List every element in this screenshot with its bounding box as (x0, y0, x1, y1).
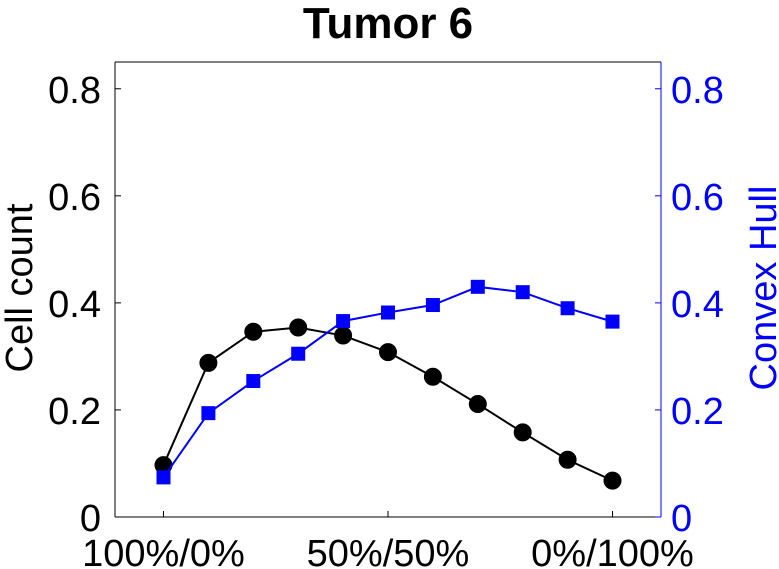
convex-hull-point (425, 298, 440, 313)
chart-title: Tumor 6 (303, 0, 473, 48)
left-y-tick-label: 0.6 (48, 177, 101, 219)
convex-hull-point (291, 346, 306, 361)
right-y-tick-label: 0 (671, 498, 692, 540)
x-tick-label: 0%/100% (531, 533, 694, 569)
x-tick-label: 100%/0% (82, 533, 245, 569)
convex-hull-point (605, 314, 620, 329)
left-y-tick-label: 0.8 (48, 70, 101, 112)
right-y-tick-label: 0.8 (671, 70, 724, 112)
right-y-tick-label: 0.2 (671, 391, 724, 433)
left-y-axis-label: Cell count (0, 203, 41, 372)
convex-hull-point (336, 314, 351, 329)
cell-count-point (244, 322, 263, 341)
right-y-tick-label: 0.6 (671, 177, 724, 219)
cell-count-point (289, 318, 308, 337)
x-tick-label: 50%/50% (307, 533, 470, 569)
right-y-axis-label: Convex Hull (743, 186, 779, 391)
cell-count-point (199, 353, 218, 372)
convex-hull-point (156, 470, 171, 485)
right-y-axis: 0 0.2 0.4 0.6 0.8 (655, 70, 724, 540)
left-y-axis: 0 0.2 0.4 0.6 0.8 (48, 70, 121, 540)
x-axis: 100%/0% 50%/50% 0%/100% (82, 511, 694, 569)
plot-frame (114, 61, 662, 518)
convex-hull-point (560, 301, 575, 316)
cell-count-point (558, 450, 577, 469)
cell-count-point (379, 343, 397, 362)
convex-hull-point (246, 374, 261, 389)
convex-hull-point (470, 279, 485, 294)
left-y-tick-label: 0 (80, 498, 101, 540)
left-y-tick-label: 0.4 (48, 284, 101, 326)
cell-count-point (334, 326, 353, 345)
right-y-tick-label: 0.4 (671, 284, 724, 326)
convex-hull-point (201, 406, 216, 421)
cell-count-point (468, 395, 487, 414)
left-y-tick-label: 0.2 (48, 391, 101, 433)
cell-count-point (603, 471, 622, 490)
cell-count-point (423, 367, 442, 386)
cell-count-point (513, 423, 532, 442)
convex-hull-point (515, 285, 530, 300)
series-layer (154, 279, 622, 490)
convex-hull-point (381, 305, 395, 320)
